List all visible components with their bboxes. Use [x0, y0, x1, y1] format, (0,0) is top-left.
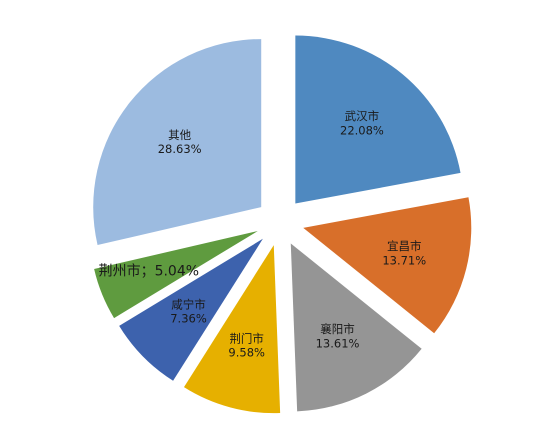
value-label: 9.58% — [228, 346, 265, 360]
data-label: 其他 28.63% — [158, 128, 202, 156]
category-label: 咸宁市 — [171, 297, 206, 311]
data-label: 荆门市 9.58% — [228, 331, 265, 359]
value-label: ；5.04% — [141, 263, 199, 279]
category-label: 襄阳市 — [320, 322, 355, 336]
value-label: 13.71% — [382, 253, 426, 267]
pie-slice — [93, 39, 262, 246]
pie-slice — [183, 245, 281, 414]
data-label: 咸宁市 7.36% — [170, 297, 207, 325]
pie-slice — [290, 243, 422, 412]
value-label: 7.36% — [170, 312, 207, 326]
data-label: 荆州市；5.04% — [99, 262, 199, 279]
category-label: 荆州市 — [99, 262, 141, 279]
data-label: 武汉市 22.08% — [340, 109, 384, 137]
value-label: 28.63% — [158, 142, 202, 156]
category-label: 其他 — [168, 128, 191, 142]
data-label: 襄阳市 13.61% — [316, 322, 360, 350]
value-label: 22.08% — [340, 123, 384, 137]
pie-slice — [295, 35, 461, 204]
category-label: 荆门市 — [229, 331, 264, 345]
pie-slice — [303, 197, 472, 334]
pie-slice — [119, 238, 263, 381]
data-label: 宜昌市 13.71% — [382, 239, 426, 267]
category-label: 武汉市 — [345, 109, 380, 123]
value-label: 13.61% — [316, 336, 360, 350]
category-label: 宜昌市 — [387, 239, 422, 253]
pie-slice — [94, 231, 258, 319]
